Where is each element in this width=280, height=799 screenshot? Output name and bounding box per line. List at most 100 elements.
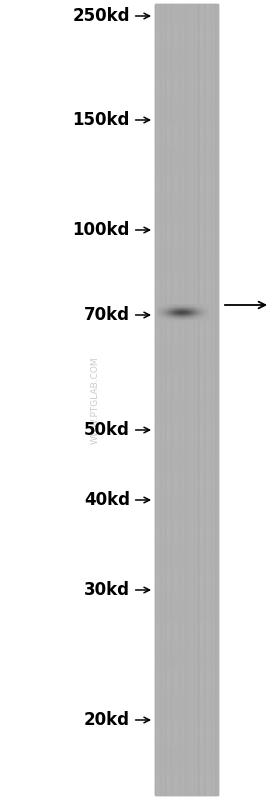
Bar bbox=[170, 4, 171, 795]
Bar bbox=[155, 83, 218, 87]
Bar bbox=[155, 130, 218, 134]
Bar bbox=[155, 328, 218, 332]
Bar bbox=[155, 759, 218, 763]
Bar bbox=[155, 304, 218, 308]
Text: 50kd: 50kd bbox=[84, 421, 150, 439]
Bar bbox=[179, 4, 180, 795]
Bar bbox=[155, 657, 218, 661]
Bar bbox=[155, 36, 218, 40]
Bar bbox=[155, 384, 218, 388]
Bar bbox=[155, 67, 218, 71]
Text: 70kd: 70kd bbox=[84, 306, 150, 324]
Bar bbox=[155, 637, 218, 641]
Bar bbox=[155, 503, 218, 507]
Bar bbox=[155, 320, 218, 324]
Bar bbox=[155, 288, 218, 292]
Bar bbox=[155, 775, 218, 779]
Bar bbox=[207, 4, 208, 795]
Bar bbox=[217, 4, 218, 795]
Bar bbox=[155, 368, 218, 372]
Bar bbox=[155, 95, 218, 99]
Bar bbox=[155, 522, 218, 526]
Bar bbox=[155, 71, 218, 75]
Bar bbox=[155, 716, 218, 720]
Bar bbox=[161, 4, 162, 795]
Bar bbox=[155, 451, 218, 455]
Bar bbox=[198, 4, 199, 795]
Bar bbox=[155, 221, 218, 225]
Bar bbox=[163, 4, 164, 795]
Bar bbox=[155, 507, 218, 511]
Bar bbox=[155, 435, 218, 439]
Bar bbox=[155, 752, 218, 755]
Bar bbox=[155, 134, 218, 138]
Bar bbox=[155, 403, 218, 407]
Bar bbox=[164, 4, 165, 795]
Bar bbox=[155, 24, 218, 28]
Bar bbox=[168, 4, 169, 795]
Bar bbox=[162, 4, 163, 795]
Bar bbox=[155, 605, 218, 609]
Bar bbox=[155, 146, 218, 150]
Bar bbox=[155, 467, 218, 471]
Bar bbox=[155, 439, 218, 443]
Bar bbox=[190, 4, 191, 795]
Bar bbox=[159, 4, 160, 795]
Bar bbox=[156, 4, 157, 795]
Bar bbox=[201, 4, 202, 795]
Bar bbox=[155, 40, 218, 44]
Bar bbox=[176, 4, 177, 795]
Bar bbox=[155, 340, 218, 344]
Bar bbox=[155, 292, 218, 296]
Bar bbox=[215, 4, 216, 795]
Bar bbox=[155, 111, 218, 115]
Bar bbox=[155, 609, 218, 613]
Bar bbox=[155, 621, 218, 625]
Bar bbox=[155, 641, 218, 645]
Bar bbox=[155, 526, 218, 530]
Bar bbox=[155, 633, 218, 637]
Bar bbox=[155, 372, 218, 376]
Bar bbox=[155, 59, 218, 63]
Bar bbox=[155, 233, 218, 237]
Bar bbox=[155, 186, 218, 190]
Bar bbox=[155, 312, 218, 316]
Bar bbox=[192, 4, 193, 795]
Bar bbox=[155, 277, 218, 281]
Bar bbox=[155, 123, 218, 126]
Bar bbox=[155, 471, 218, 475]
Bar bbox=[155, 284, 218, 288]
Bar bbox=[155, 360, 218, 364]
Bar bbox=[158, 4, 159, 795]
Bar bbox=[155, 407, 218, 411]
Bar bbox=[155, 198, 218, 202]
Bar bbox=[171, 4, 172, 795]
Bar bbox=[155, 570, 218, 574]
Bar bbox=[172, 4, 173, 795]
Bar bbox=[155, 63, 218, 67]
Bar bbox=[155, 767, 218, 771]
Bar bbox=[155, 665, 218, 669]
Bar bbox=[203, 4, 204, 795]
Bar bbox=[155, 582, 218, 586]
Bar bbox=[155, 241, 218, 245]
Text: 30kd: 30kd bbox=[84, 581, 150, 599]
Bar bbox=[183, 4, 184, 795]
Bar bbox=[155, 344, 218, 348]
Bar bbox=[155, 12, 218, 16]
Bar bbox=[155, 32, 218, 36]
Bar bbox=[155, 669, 218, 673]
Bar bbox=[155, 332, 218, 336]
Bar bbox=[155, 174, 218, 178]
Bar bbox=[155, 617, 218, 621]
Bar bbox=[155, 352, 218, 356]
Bar bbox=[155, 4, 218, 8]
Bar bbox=[155, 253, 218, 257]
Bar bbox=[185, 4, 186, 795]
Bar bbox=[155, 601, 218, 605]
Bar bbox=[155, 107, 218, 111]
Bar bbox=[155, 566, 218, 570]
Bar bbox=[173, 4, 174, 795]
Bar bbox=[191, 4, 192, 795]
Bar bbox=[155, 431, 218, 435]
